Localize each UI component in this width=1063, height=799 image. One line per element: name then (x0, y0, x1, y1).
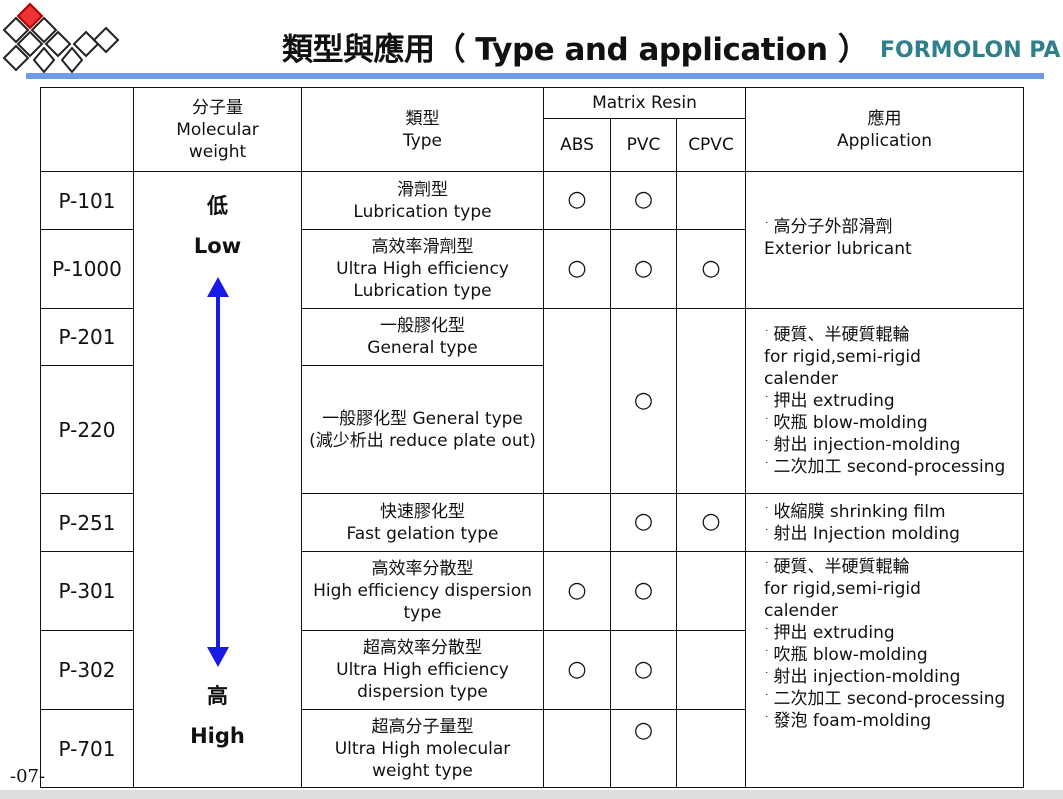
product-id: P-302 (40, 630, 134, 710)
brand-name: FORMOLON PA (880, 38, 1061, 63)
abs-cell (543, 308, 611, 494)
table-row: P-302 超高效率分散型 Ultra High efficiency dispers… (40, 630, 1024, 710)
product-type: 滑劑型 Lubrication type (301, 171, 544, 230)
product-id: P-201 (40, 308, 134, 366)
product-type: 高效率分散型 High efficiency dispersion type (301, 551, 544, 631)
page-title: 類型與應用（ Type and application ） (282, 32, 869, 68)
compatible-mark: ○ (701, 509, 721, 534)
header-application: 應用 Application (745, 87, 1024, 172)
product-id: P-1000 (40, 229, 134, 309)
product-type: 快速膠化型 Fast gelation type (301, 493, 544, 552)
page-number: -07- (10, 766, 46, 787)
table-row: P-201 一般膠化型 General type ○ ˙ 硬質、半硬質輥輪 for rigi… (40, 308, 1024, 494)
double-arrow-icon (207, 277, 229, 667)
abs-cell (543, 493, 611, 552)
header-abs: ABS (543, 118, 611, 172)
table-row: P-301 高效率分散型 High efficiency dispersion typ… (40, 551, 1024, 788)
cpvc-cell (676, 171, 746, 230)
pvc-cell: ○ (610, 229, 677, 309)
molecular-weight-scale: 低 Low 高 High (133, 171, 302, 788)
application-cell: ˙ 收縮膜 shrinking film ˙ 射出 Injection molding (745, 493, 1024, 552)
company-logo (2, 2, 120, 74)
compatible-mark: ○ (701, 255, 721, 281)
high-zh: 高 (207, 684, 228, 708)
header-empty (40, 87, 134, 172)
table-row: P-251 快速膠化型 Fast gelation type ○ ○ ˙ 收縮膜 shrin… (40, 493, 1024, 552)
application-cell: ˙ 硬質、半硬質輥輪 for rigid,semi-rigid calender ˙ 押出… (745, 551, 1024, 788)
header-cpvc: CPVC (676, 118, 746, 172)
pvc-cell: ○ (610, 630, 677, 710)
cpvc-cell: ○ (676, 493, 746, 552)
cpvc-cell (676, 551, 746, 631)
product-id: P-220 (40, 365, 134, 494)
cpvc-cell (676, 630, 746, 710)
pvc-cell: ○ (610, 551, 677, 631)
product-id: P-251 (40, 493, 134, 552)
compatible-mark: ○ (633, 187, 654, 212)
table-row: P-220 一般膠化型 General type (減少析出 reduce plat… (40, 365, 1024, 494)
application-cell: ˙ 高分子外部滑劑 Exterior lubricant (745, 171, 1024, 309)
high-en: High (190, 724, 245, 748)
compatible-mark: ○ (567, 255, 587, 281)
pvc-cell: ○ (610, 709, 677, 788)
table-row: P-701 超高分子量型 Ultra High molecular weight ty… (40, 709, 1024, 788)
product-id: P-701 (40, 709, 134, 788)
table-row: P-1000 高效率滑劑型 Ultra High efficiency Lubrica… (40, 229, 1024, 309)
abs-cell: ○ (543, 630, 611, 710)
compatible-mark: ○ (567, 577, 587, 603)
compatible-mark: ○ (567, 656, 587, 682)
abs-cell: ○ (543, 171, 611, 230)
type-application-table: 分子量 Molecular weight 類型 Type Matrix Resin 應… (40, 87, 1024, 788)
compatible-mark: ○ (567, 187, 587, 212)
product-type: 超高分子量型 Ultra High molecular weight type (301, 709, 544, 788)
pvc-cell: ○ (610, 171, 677, 230)
header-pvc: PVC (610, 118, 677, 172)
abs-cell: ○ (543, 229, 611, 309)
product-type: 高效率滑劑型 Ultra High efficiency Lubrication t… (301, 229, 544, 309)
compatible-mark: ○ (633, 509, 654, 534)
product-type: 超高效率分散型 Ultra High efficiency dispersion t… (301, 630, 544, 710)
product-id: P-101 (40, 171, 134, 230)
application-cell: ˙ 硬質、半硬質輥輪 for rigid,semi-rigid calender ˙ 押出… (745, 308, 1024, 494)
compatible-mark: ○ (633, 255, 654, 281)
header-divider (26, 73, 1044, 79)
product-type: 一般膠化型 General type (減少析出 reduce plate out… (301, 365, 544, 494)
low-en: Low (193, 234, 242, 258)
product-type: 一般膠化型 General type (301, 308, 544, 366)
footer-bar (0, 790, 1063, 799)
table-row: P-101 低 Low 高 High 滑劑型 Lubrication type ○ ○ ˙ 高… (40, 171, 1024, 788)
abs-cell (543, 709, 611, 788)
low-zh: 低 (207, 194, 228, 218)
header-molecular-weight: 分子量 Molecular weight (133, 87, 302, 172)
compatible-mark: ○ (633, 577, 654, 603)
compatible-mark: ○ (633, 718, 654, 743)
header-type: 類型 Type (301, 87, 544, 172)
product-id: P-301 (40, 551, 134, 631)
abs-cell: ○ (543, 551, 611, 631)
cpvc-cell (676, 308, 746, 494)
cpvc-cell (676, 709, 746, 788)
pvc-cell: ○ (610, 493, 677, 552)
pvc-cell: ○ (610, 308, 677, 494)
header-matrix-resin: Matrix Resin (543, 87, 746, 119)
compatible-mark: ○ (633, 656, 654, 682)
compatible-mark: ○ (633, 387, 654, 413)
cpvc-cell: ○ (676, 229, 746, 309)
